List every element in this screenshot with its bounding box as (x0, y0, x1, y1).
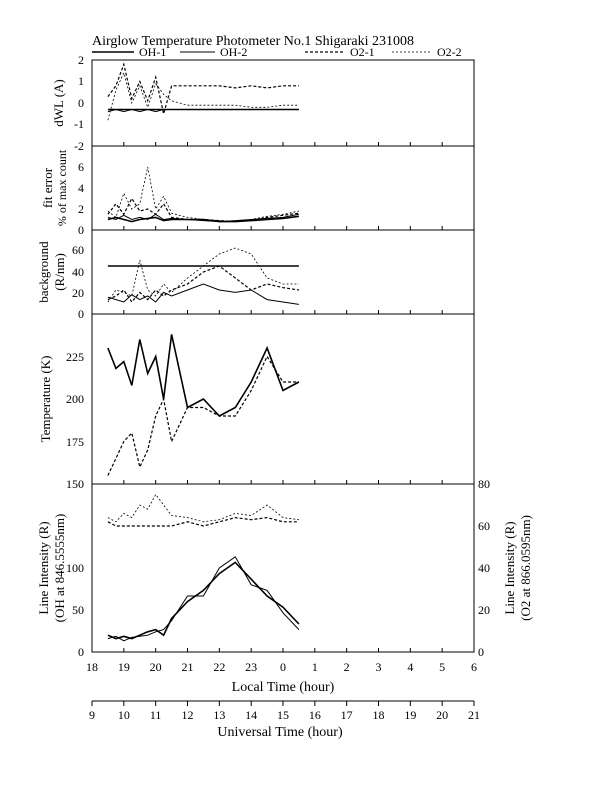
series-line (107, 62, 299, 114)
ytick-temp-175: 175 (66, 435, 84, 449)
xtick-ut: 16 (309, 708, 321, 722)
ytick-dwl-1: 1 (78, 74, 84, 88)
series-line (107, 166, 299, 223)
series-line (107, 71, 299, 121)
ytick-li-0: 0 (78, 645, 84, 659)
xlabel-local: Local Time (hour) (232, 680, 335, 695)
legend-o21: O2-1 (350, 45, 375, 59)
series-line (107, 197, 299, 223)
ylabel-bg-2: (R/nm) (52, 253, 67, 291)
ytick-r-80: 80 (478, 477, 490, 491)
xtick-ut: 14 (245, 708, 257, 722)
ylabel-dwl: dWL (A) (51, 79, 66, 127)
ytick-temp-150: 150 (66, 477, 84, 491)
ylabel-bg-1: background (36, 241, 51, 303)
legend: OH-1 OH-2 O2-1 O2-2 (92, 45, 462, 59)
ytick-dwl-m2: -2 (74, 139, 84, 153)
ylabel-li-1: Line Intensity (R) (36, 521, 51, 614)
xtick-ut: 19 (404, 708, 416, 722)
xtick-local: 21 (182, 660, 194, 674)
ytick-li-100: 100 (66, 561, 84, 575)
xtick-ut: 20 (436, 708, 448, 722)
xtick-local: 1 (312, 660, 318, 674)
xtick-local: 5 (439, 660, 445, 674)
ylabel-li-r2: (O2 at 866.0595nm) (518, 515, 533, 621)
xtick-ut: 15 (277, 708, 289, 722)
ylabel-li-2: (OH at 846.5555nm) (52, 514, 67, 623)
panel-li-frame (91, 483, 475, 653)
ytick-fit-6: 6 (78, 160, 84, 174)
xtick-local: 19 (118, 660, 130, 674)
xtick-local: 2 (344, 660, 350, 674)
xtick-ut: 17 (341, 708, 353, 722)
series-line (107, 247, 299, 303)
xtick-local: 4 (407, 660, 413, 674)
ylabel-temp: Temperature (K) (38, 356, 53, 443)
xtick-local: 3 (376, 660, 382, 674)
xtick-ut: 12 (182, 708, 194, 722)
ytick-r-20: 20 (478, 603, 490, 617)
chart-title: Airglow Temperature Photometer No.1 Shig… (92, 34, 414, 49)
xtick-local: 22 (213, 660, 225, 674)
xtick-ut: 10 (118, 708, 130, 722)
panel-bg-frame (91, 229, 475, 315)
series-line (107, 108, 299, 113)
xtick-ut: 18 (373, 708, 385, 722)
series-line (107, 493, 299, 523)
legend-oh1: OH-1 (139, 45, 166, 59)
legend-oh2: OH-2 (220, 45, 247, 59)
legend-o22: O2-2 (437, 45, 462, 59)
series-line (107, 334, 300, 417)
ytick-fit-4: 4 (78, 181, 84, 195)
series-line (107, 283, 299, 305)
ytick-bg-0: 0 (78, 307, 84, 321)
series-line (107, 516, 299, 527)
ylabel-li-r1: Line Intensity (R) (502, 521, 517, 614)
ytick-dwl-2: 2 (78, 53, 84, 67)
ytick-bg-60: 60 (72, 243, 84, 257)
series-line (107, 561, 300, 640)
ytick-r-0: 0 (478, 645, 484, 659)
series-line (107, 215, 300, 223)
ytick-r-40: 40 (478, 561, 490, 575)
ytick-dwl-m1: -1 (74, 117, 84, 131)
xtick-ut: 9 (89, 708, 95, 722)
ytick-fit-0: 0 (78, 223, 84, 237)
xtick-ut: 21 (468, 708, 480, 722)
ytick-temp-200: 200 (66, 392, 84, 406)
xtick-local: 20 (150, 660, 162, 674)
ytick-r-60: 60 (478, 519, 490, 533)
xtick-local: 18 (86, 660, 98, 674)
series-line (107, 355, 299, 476)
ylabel-fit-1: fit error (40, 167, 55, 208)
ytick-bg-40: 40 (72, 265, 84, 279)
xtick-local: 0 (280, 660, 286, 674)
ytick-li-50: 50 (72, 603, 84, 617)
series-line (107, 556, 300, 642)
ytick-dwl-0: 0 (78, 96, 84, 110)
xtick-local: 23 (245, 660, 257, 674)
panel-temp-frame (91, 313, 475, 485)
ytick-fit-2: 2 (78, 202, 84, 216)
panel-dwl-frame (91, 59, 475, 147)
xlabel-ut: Universal Time (hour) (217, 725, 343, 740)
ylabel-fit-2: % of max count (55, 149, 69, 226)
xtick-ut: 13 (213, 708, 225, 722)
ytick-temp-225: 225 (66, 350, 84, 364)
xtick-local: 6 (471, 660, 477, 674)
ytick-bg-20: 20 (72, 286, 84, 300)
xtick-ut: 11 (150, 708, 162, 722)
